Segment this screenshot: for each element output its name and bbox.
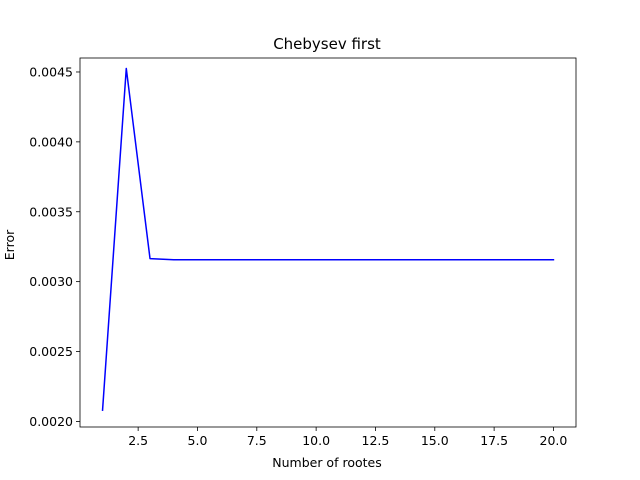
- x-tick-label: 7.5: [247, 433, 267, 448]
- plot-frame: [79, 57, 577, 428]
- x-tick-label: 15.0: [421, 433, 449, 448]
- x-tick-label: 20.0: [540, 433, 568, 448]
- y-tick-label: 0.0035: [29, 204, 73, 219]
- series-line-0: [101, 67, 555, 412]
- x-axis-label: Number of rootes: [272, 455, 381, 470]
- chart-title: Chebysev first: [273, 35, 381, 53]
- y-axis-label: Error: [2, 229, 17, 260]
- y-tick-label: 0.0030: [29, 274, 73, 289]
- y-tick-label: 0.0020: [29, 414, 73, 429]
- x-tick-label: 2.5: [128, 433, 148, 448]
- x-tick-label: 5.0: [188, 433, 208, 448]
- x-tick-label: 12.5: [362, 433, 390, 448]
- y-tick-label: 0.0040: [29, 134, 73, 149]
- y-tick-label: 0.0025: [29, 344, 73, 359]
- x-tick-label: 17.5: [480, 433, 508, 448]
- x-tick-label: 10.0: [302, 433, 330, 448]
- y-tick-label: 0.0045: [29, 64, 73, 79]
